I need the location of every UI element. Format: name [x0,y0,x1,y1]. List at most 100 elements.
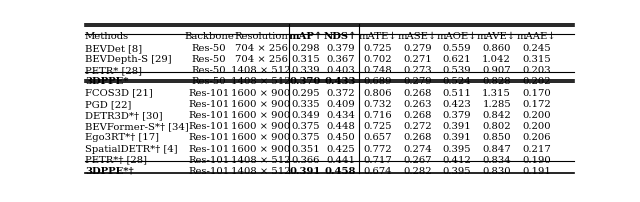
Text: 0.295: 0.295 [291,88,320,98]
Text: 704 × 256: 704 × 256 [235,55,287,64]
Text: NDS↑: NDS↑ [324,32,357,41]
Text: 0.263: 0.263 [403,100,431,109]
Text: 0.772: 0.772 [364,145,392,154]
Text: 0.434: 0.434 [326,111,355,120]
Text: 0.268: 0.268 [403,88,431,98]
Text: 1.042: 1.042 [482,55,511,64]
Text: 0.367: 0.367 [326,55,355,64]
Text: 0.339: 0.339 [291,66,320,75]
Text: 0.748: 0.748 [364,66,392,75]
Text: 0.271: 0.271 [403,55,431,64]
Text: 0.511: 0.511 [442,88,472,98]
Text: 0.559: 0.559 [443,44,471,53]
Text: 1.285: 1.285 [483,100,511,109]
Text: 0.191: 0.191 [522,167,551,176]
Text: 0.395: 0.395 [443,145,471,154]
Text: mAOE↓: mAOE↓ [436,32,477,41]
Text: 0.172: 0.172 [522,100,550,109]
Text: 0.351: 0.351 [291,145,320,154]
Text: 0.200: 0.200 [522,111,550,120]
Text: 1408 × 512: 1408 × 512 [231,77,291,86]
Text: BEVFormer-S*† [34]: BEVFormer-S*† [34] [85,122,189,131]
Text: Res-101: Res-101 [188,88,230,98]
Text: 0.274: 0.274 [403,145,431,154]
Text: 0.372: 0.372 [326,88,355,98]
Text: 0.847: 0.847 [483,145,511,154]
Text: PETR* [28]: PETR* [28] [85,66,142,75]
Text: 0.702: 0.702 [364,55,392,64]
Text: 0.375: 0.375 [291,133,320,142]
Text: 0.441: 0.441 [326,156,355,165]
Text: PETR*† [28]: PETR*† [28] [85,156,147,165]
Text: 0.245: 0.245 [522,44,550,53]
Text: Res-101: Res-101 [188,167,230,176]
Text: 1408 × 512: 1408 × 512 [231,156,291,165]
Text: 0.717: 0.717 [364,156,392,165]
Text: 0.842: 0.842 [483,111,511,120]
Text: Res-50: Res-50 [191,66,227,75]
Text: 1600 × 900: 1600 × 900 [232,100,291,109]
Text: Backbone: Backbone [184,32,234,41]
Text: 0.298: 0.298 [291,44,320,53]
Text: 0.725: 0.725 [364,44,392,53]
Text: 0.379: 0.379 [326,44,355,53]
Text: 0.206: 0.206 [522,133,550,142]
Text: BEVDepth-S [29]: BEVDepth-S [29] [85,55,172,64]
Text: FCOS3D [21]: FCOS3D [21] [85,88,153,98]
Text: 0.370: 0.370 [290,77,321,86]
Text: 0.279: 0.279 [403,77,431,86]
Text: Res-101: Res-101 [188,111,230,120]
Text: SpatialDETR*† [4]: SpatialDETR*† [4] [85,145,177,154]
Text: 0.674: 0.674 [364,167,392,176]
Text: 0.366: 0.366 [291,156,320,165]
Text: 0.315: 0.315 [291,55,320,64]
Text: 0.725: 0.725 [364,122,392,131]
Text: Res-101: Res-101 [188,156,230,165]
Text: 0.806: 0.806 [364,88,392,98]
Text: 0.828: 0.828 [483,77,511,86]
Text: 0.279: 0.279 [403,44,431,53]
Text: mASE↓: mASE↓ [397,32,437,41]
Text: 0.830: 0.830 [483,167,511,176]
Text: 0.412: 0.412 [442,156,472,165]
Text: 0.335: 0.335 [291,100,320,109]
Text: 1600 × 900: 1600 × 900 [232,145,291,154]
Text: 0.200: 0.200 [522,122,550,131]
Text: 1.315: 1.315 [482,88,511,98]
Text: 0.425: 0.425 [326,145,355,154]
Text: 3DPPE*: 3DPPE* [85,77,129,86]
Text: Resolution: Resolution [234,32,288,41]
Text: 0.349: 0.349 [291,111,320,120]
Text: 0.802: 0.802 [483,122,511,131]
Text: 704 × 256: 704 × 256 [235,44,287,53]
Text: 0.282: 0.282 [403,167,431,176]
Text: 0.907: 0.907 [483,66,511,75]
Text: Res-101: Res-101 [188,100,230,109]
Text: Res-101: Res-101 [188,133,230,142]
Text: 0.170: 0.170 [522,88,550,98]
Text: 0.203: 0.203 [522,66,550,75]
Text: 0.272: 0.272 [403,122,431,131]
Text: mAAE↓: mAAE↓ [516,32,556,41]
Text: 1600 × 900: 1600 × 900 [232,88,291,98]
Text: 1600 × 900: 1600 × 900 [232,111,291,120]
Text: Res-101: Res-101 [188,122,230,131]
Text: Res-50: Res-50 [191,44,227,53]
Text: 0.379: 0.379 [443,111,471,120]
Text: 0.391: 0.391 [443,122,471,131]
Text: 0.273: 0.273 [403,66,431,75]
Text: 0.450: 0.450 [326,133,355,142]
Text: 0.458: 0.458 [324,167,356,176]
Text: 0.850: 0.850 [483,133,511,142]
Text: 1600 × 900: 1600 × 900 [232,122,291,131]
Text: 1600 × 900: 1600 × 900 [232,133,291,142]
Text: mAP↑: mAP↑ [289,32,323,41]
Text: 0.834: 0.834 [483,156,511,165]
Text: 0.391: 0.391 [290,167,321,176]
Text: 0.315: 0.315 [522,55,550,64]
Text: 0.524: 0.524 [443,77,471,86]
Text: 0.689: 0.689 [364,77,392,86]
Text: DETR3D*† [30]: DETR3D*† [30] [85,111,163,120]
Text: 3DPPE*†: 3DPPE*† [85,167,134,176]
Text: 0.423: 0.423 [443,100,471,109]
